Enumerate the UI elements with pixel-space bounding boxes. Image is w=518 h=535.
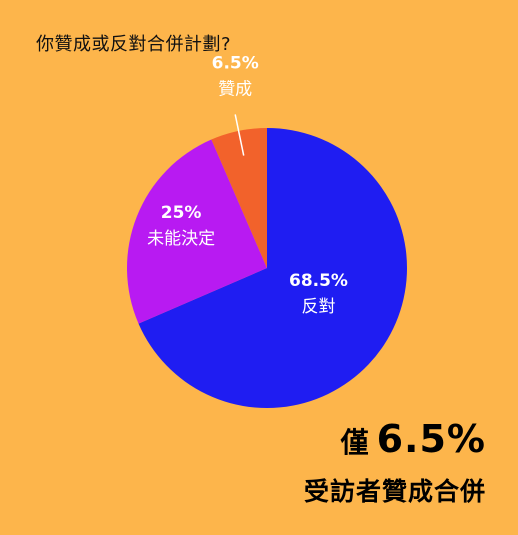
- slice-category-label-support: 贊成: [218, 79, 252, 99]
- slice-category-label-undecided: 未能決定: [147, 229, 215, 249]
- slice-value-label-undecided: 25%: [161, 203, 202, 223]
- headline-line2: 受訪者贊成合併: [303, 477, 486, 506]
- slice-category-label-oppose: 反對: [301, 297, 335, 317]
- headline-prefix: 僅: [340, 426, 369, 459]
- slice-value-label-oppose: 68.5%: [289, 271, 348, 291]
- pie-slice-oppose: [138, 128, 408, 408]
- chart-question: 你贊成或反對合併計劃?: [36, 34, 232, 55]
- pie-slice-undecided: [127, 139, 268, 324]
- pie-slice-support: [211, 128, 267, 268]
- slice-value-label-support: 6.5%: [212, 53, 259, 73]
- headline-line1: 僅 6.5%: [341, 420, 486, 458]
- leader-line-support: [234, 114, 245, 156]
- headline-value: 6.5%: [376, 417, 486, 461]
